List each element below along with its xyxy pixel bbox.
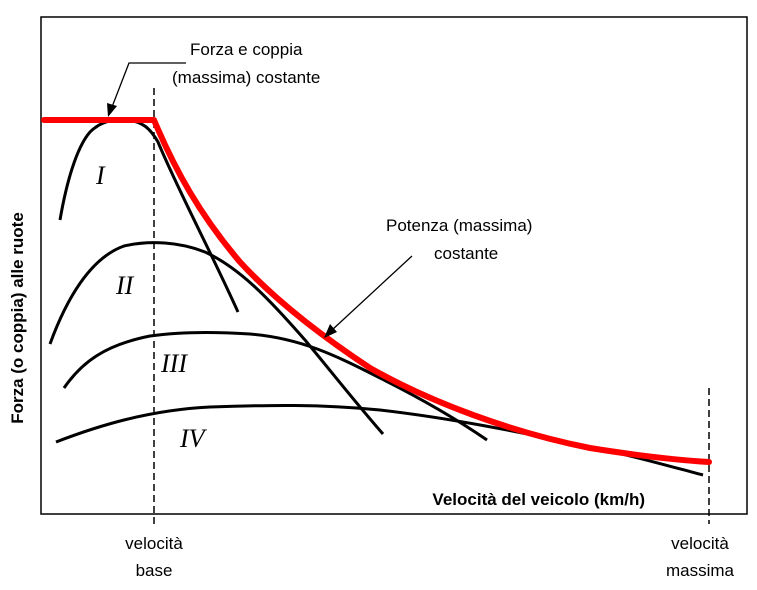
max-speed-label-line-1: velocità: [671, 534, 729, 553]
torque-annotation-line-2: (massima) costante: [172, 68, 320, 87]
power-annotation-line-1: Potenza (massima): [386, 216, 532, 235]
gear-2-curve: [48, 241, 385, 435]
max-envelope-curve: [41, 117, 712, 465]
plot-frame: [40, 16, 748, 515]
power-arrowhead: [324, 324, 337, 338]
base-speed-label-line-1: velocità: [125, 534, 183, 553]
gear-4-curve: [55, 403, 704, 477]
power-leader-line: [331, 255, 413, 331]
gear-1-label: I: [95, 161, 106, 190]
gear-3-label: III: [160, 349, 188, 378]
base-speed-label-line-2: base: [136, 561, 173, 580]
max-speed-label-line-2: massima: [666, 561, 735, 580]
torque-annotation-line-1: Forza e coppia: [190, 40, 303, 59]
gear-3-curve: [62, 330, 488, 442]
gear-2-label: II: [115, 271, 135, 300]
y-axis-label: Forza (o coppia) alle ruote: [8, 212, 27, 424]
torque-arrowhead: [107, 103, 117, 117]
torque-leader-line: [111, 62, 186, 108]
power-annotation-line-2: costante: [434, 244, 498, 263]
x-axis-label: Velocità del veicolo (km/h): [432, 490, 645, 509]
gear-4-label: IV: [179, 424, 208, 453]
gear-1-curve: [58, 118, 240, 313]
